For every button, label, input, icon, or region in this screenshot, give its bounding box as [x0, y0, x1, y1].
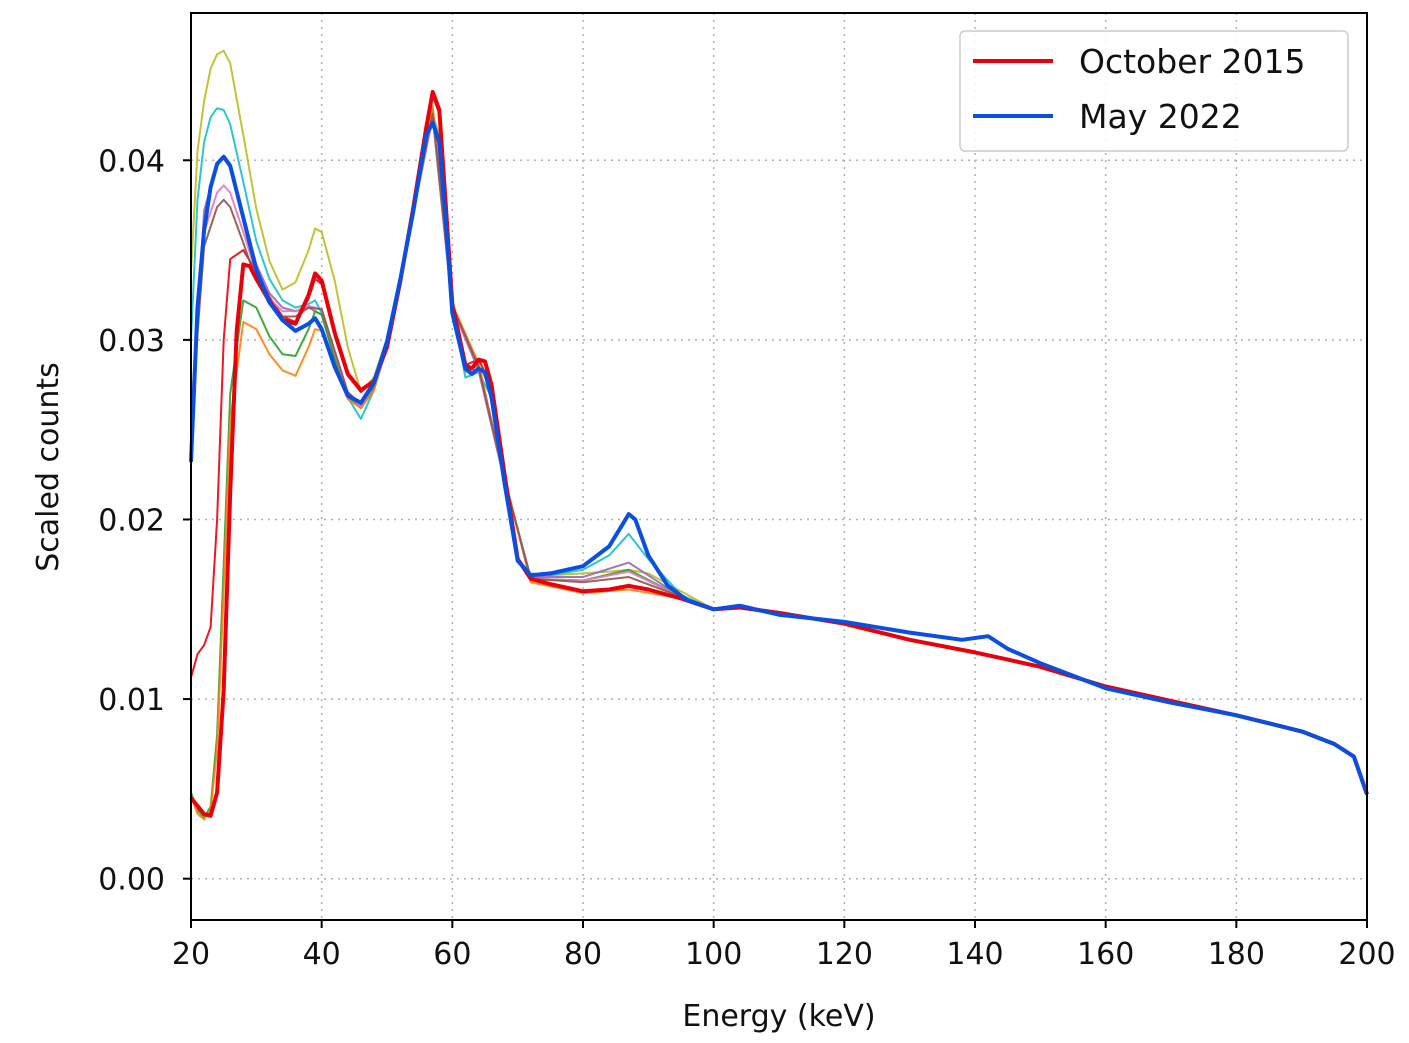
x-axis-label: Energy (keV): [682, 999, 875, 1034]
x-tick-label: 120: [816, 937, 873, 972]
legend-box: [959, 30, 1349, 152]
x-tick-label: 80: [564, 937, 602, 972]
legend-label-may-2022: May 2022: [1079, 97, 1242, 136]
x-tick-label: 160: [1077, 937, 1134, 972]
y-tick-label: 0.02: [98, 503, 165, 538]
y-axis-label: Scaled counts: [31, 362, 66, 572]
x-tick-label: 60: [433, 937, 471, 972]
y-axis: 0.00 0.01 0.02 0.03 0.04: [98, 144, 191, 898]
y-tick-label: 0.01: [98, 683, 165, 718]
x-tick-label: 200: [1338, 937, 1395, 972]
y-tick-label: 0.04: [98, 144, 165, 179]
x-tick-label: 180: [1208, 937, 1265, 972]
x-axis: 20 40 60 80 100 120 140 160 180 200: [172, 920, 1396, 972]
y-tick-label: 0.03: [98, 324, 165, 359]
legend: October 2015 May 2022: [959, 30, 1349, 152]
x-tick-label: 100: [685, 937, 742, 972]
series-line-may-2022: [189, 120, 1369, 795]
legend-label-october-2015: October 2015: [1079, 42, 1306, 81]
x-tick-label: 20: [172, 937, 210, 972]
plot-frame: [190, 12, 1368, 921]
x-tick-label: 40: [303, 937, 341, 972]
series-layer: [189, 49, 1369, 821]
y-tick-label: 0.00: [98, 863, 165, 898]
x-tick-label: 140: [946, 937, 1003, 972]
series-line-unlabeled: [190, 112, 715, 611]
series-line-unlabeled: [190, 107, 715, 611]
